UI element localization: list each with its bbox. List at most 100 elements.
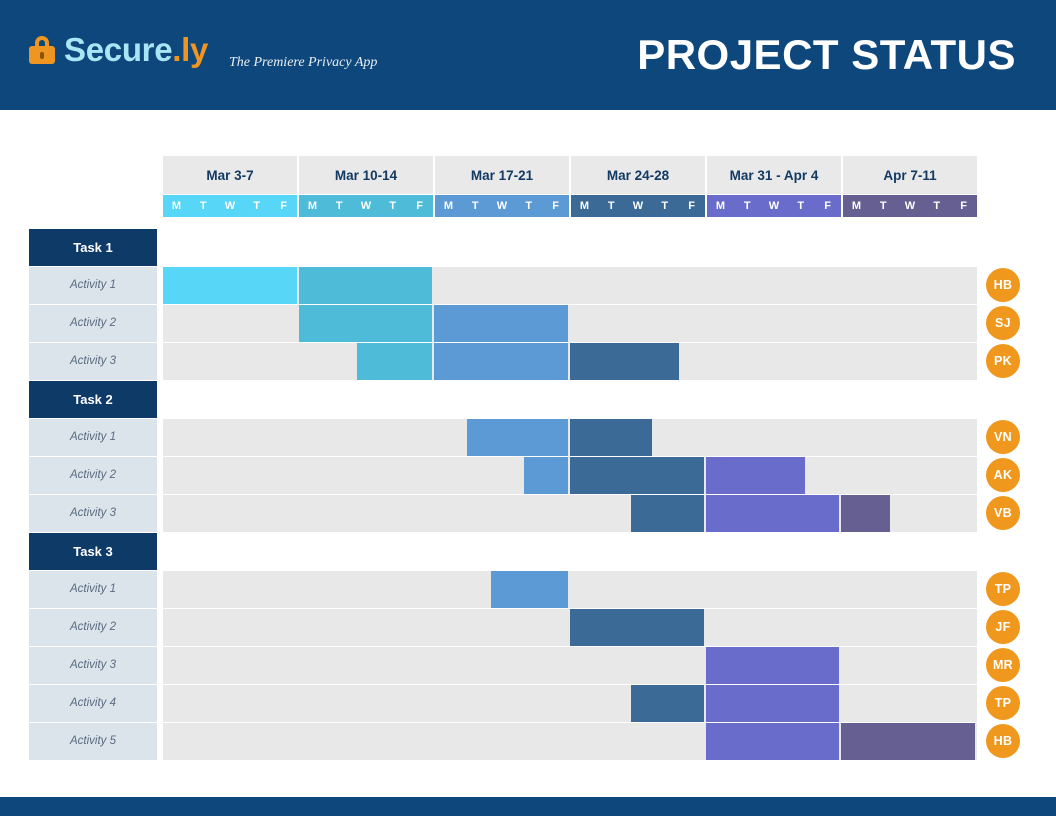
gantt-bar[interactable] — [298, 267, 433, 304]
activity-label[interactable]: Activity 2 — [29, 457, 157, 494]
activity-label[interactable]: Activity 3 — [29, 647, 157, 684]
gantt-bar[interactable] — [841, 723, 975, 760]
day-header-cell: T — [661, 200, 669, 212]
gantt-chart: Mar 3-7 Mar 10-14 Mar 17-21 Mar 24-28 Mar 31… — [0, 110, 1056, 797]
activity-row: Activity 2 SJ — [0, 305, 1056, 342]
activity-row: Activity 2 AK — [0, 457, 1056, 494]
activity-track — [163, 685, 977, 722]
brand-logo[interactable]: Secure.ly — [29, 33, 208, 67]
page-title: PROJECT STATUS — [637, 31, 1016, 78]
brand-tagline: The Premiere Privacy App — [229, 55, 378, 70]
gantt-bar[interactable] — [523, 457, 568, 494]
gantt-bar[interactable] — [570, 343, 680, 380]
activity-label[interactable]: Activity 5 — [29, 723, 157, 760]
activity-track — [163, 647, 977, 684]
day-header-cell: T — [743, 200, 751, 212]
activity-row: Activity 5 HB — [0, 723, 1056, 760]
activity-row: Activity 1 HB — [0, 267, 1056, 304]
day-header-cell: W — [224, 200, 236, 212]
activity-row: Activity 3 MR — [0, 647, 1056, 684]
week-header-cell: Mar 10-14 — [299, 156, 433, 194]
gantt-bar[interactable] — [841, 495, 890, 532]
task-label[interactable]: Task 2 — [29, 381, 157, 418]
gantt-bar[interactable] — [491, 571, 568, 608]
day-header-cell: T — [253, 200, 261, 212]
day-header-cell: W — [904, 200, 916, 212]
gantt-bar[interactable] — [631, 685, 704, 722]
activity-label[interactable]: Activity 3 — [29, 495, 157, 532]
avatar[interactable]: TP — [986, 685, 1020, 720]
avatar[interactable]: AK — [986, 457, 1020, 492]
gantt-bar[interactable] — [570, 457, 704, 494]
gantt-bar[interactable] — [298, 305, 433, 342]
activity-track — [163, 343, 977, 380]
week-header-cell: Apr 7-11 — [843, 156, 977, 194]
activity-label[interactable]: Activity 1 — [29, 571, 157, 608]
brand-tld-text: .ly — [172, 31, 209, 68]
activity-row: Activity 3 VB — [0, 495, 1056, 532]
activity-label[interactable]: Activity 1 — [29, 267, 157, 304]
activity-track — [163, 609, 977, 646]
day-header-cell: M — [171, 200, 181, 212]
avatar[interactable]: JF — [986, 609, 1020, 644]
day-header-cell: M — [715, 200, 725, 212]
gantt-bar[interactable] — [434, 343, 568, 380]
week-header-cell: Mar 24-28 — [571, 156, 705, 194]
day-header-cell: M — [851, 200, 861, 212]
gantt-bar[interactable] — [570, 609, 704, 646]
activity-label[interactable]: Activity 2 — [29, 609, 157, 646]
avatar[interactable]: MR — [986, 647, 1020, 682]
day-header-cell: T — [607, 200, 615, 212]
avatar[interactable]: HB — [986, 723, 1020, 758]
activity-row: Activity 1 VN — [0, 419, 1056, 456]
lock-icon — [29, 36, 55, 64]
day-header-cell: W — [360, 200, 372, 212]
day-header-cell: M — [579, 200, 589, 212]
activity-row: Activity 3 PK — [0, 343, 1056, 380]
avatar[interactable]: PK — [986, 343, 1020, 378]
week-header-row: Mar 3-7 Mar 10-14 Mar 17-21 Mar 24-28 Mar 31… — [163, 156, 977, 194]
gantt-bar[interactable] — [357, 343, 433, 380]
gantt-bar[interactable] — [570, 419, 653, 456]
task-label[interactable]: Task 1 — [29, 229, 157, 266]
activity-track — [163, 305, 977, 342]
day-header-cell: T — [389, 200, 397, 212]
gantt-bar[interactable] — [163, 267, 297, 304]
gantt-bar[interactable] — [705, 457, 806, 494]
gantt-bar[interactable] — [434, 305, 568, 342]
brand-name-text: Secure — [64, 31, 173, 68]
day-header-cell: W — [632, 200, 644, 212]
gantt-rows: Task 1 Activity 1 HB Activity 2 SJ Activity 3… — [0, 229, 1056, 761]
gantt-bar[interactable] — [631, 495, 704, 532]
avatar[interactable]: VN — [986, 419, 1020, 454]
avatar[interactable]: HB — [986, 267, 1020, 302]
activity-label[interactable]: Activity 2 — [29, 305, 157, 342]
day-header-cell: F — [416, 200, 423, 212]
gantt-bar[interactable] — [705, 723, 840, 760]
gantt-bar[interactable] — [705, 495, 840, 532]
day-header-cell: W — [496, 200, 508, 212]
activity-track — [163, 723, 977, 760]
activity-label[interactable]: Activity 3 — [29, 343, 157, 380]
gantt-bar[interactable] — [466, 419, 568, 456]
gantt-bar[interactable] — [705, 685, 840, 722]
day-header-cell: F — [280, 200, 287, 212]
activity-row: Activity 1 TP — [0, 571, 1056, 608]
activity-label[interactable]: Activity 1 — [29, 419, 157, 456]
day-header-cell: T — [199, 200, 207, 212]
week-header-cell: Mar 17-21 — [435, 156, 569, 194]
activity-label[interactable]: Activity 4 — [29, 685, 157, 722]
avatar[interactable]: VB — [986, 495, 1020, 530]
gantt-bar[interactable] — [705, 647, 840, 684]
avatar[interactable]: TP — [986, 571, 1020, 606]
page-header: Secure.ly The Premiere Privacy App PROJE… — [0, 0, 1056, 110]
activity-row: Activity 2 JF — [0, 609, 1056, 646]
day-header-cell: T — [797, 200, 805, 212]
day-header-cell: T — [933, 200, 941, 212]
task-label[interactable]: Task 3 — [29, 533, 157, 570]
avatar[interactable]: SJ — [986, 305, 1020, 340]
